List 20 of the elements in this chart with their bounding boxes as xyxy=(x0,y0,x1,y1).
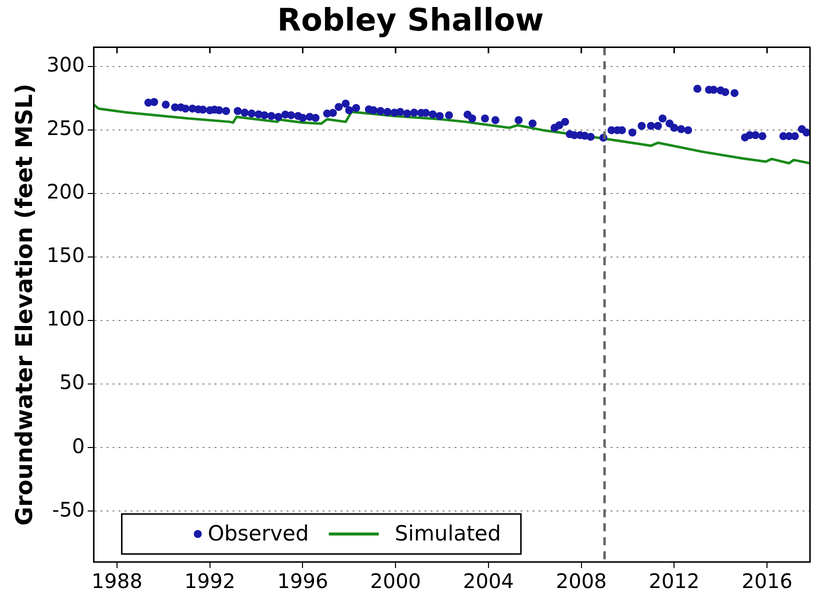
x-tick-label: 2008 xyxy=(556,569,607,594)
x-tick-label: 2004 xyxy=(463,569,514,594)
y-tick-label: 100 xyxy=(46,306,85,331)
y-tick-label: 300 xyxy=(46,52,85,76)
y-tick-label: -50 xyxy=(52,497,85,522)
legend-label: Observed xyxy=(208,521,309,546)
y-tick-label: 150 xyxy=(46,243,85,268)
x-tick-label: 2016 xyxy=(742,569,793,594)
x-tick-label: 1996 xyxy=(277,569,328,594)
y-tick-label: 0 xyxy=(72,434,85,458)
y-axis-title: Groundwater Elevation (feet MSL) xyxy=(12,84,38,526)
x-tick-label: 2012 xyxy=(648,569,700,594)
x-tick-label: 1992 xyxy=(184,569,236,594)
legend-label: Simulated xyxy=(394,521,501,546)
y-tick-label: 250 xyxy=(46,116,85,140)
x-tick-label: 1988 xyxy=(92,569,142,594)
x-tick-label: 2000 xyxy=(370,569,422,594)
chart-title: Robley Shallow xyxy=(277,2,544,39)
y-tick-label: 50 xyxy=(59,370,85,394)
y-tick-label: 200 xyxy=(46,180,85,204)
